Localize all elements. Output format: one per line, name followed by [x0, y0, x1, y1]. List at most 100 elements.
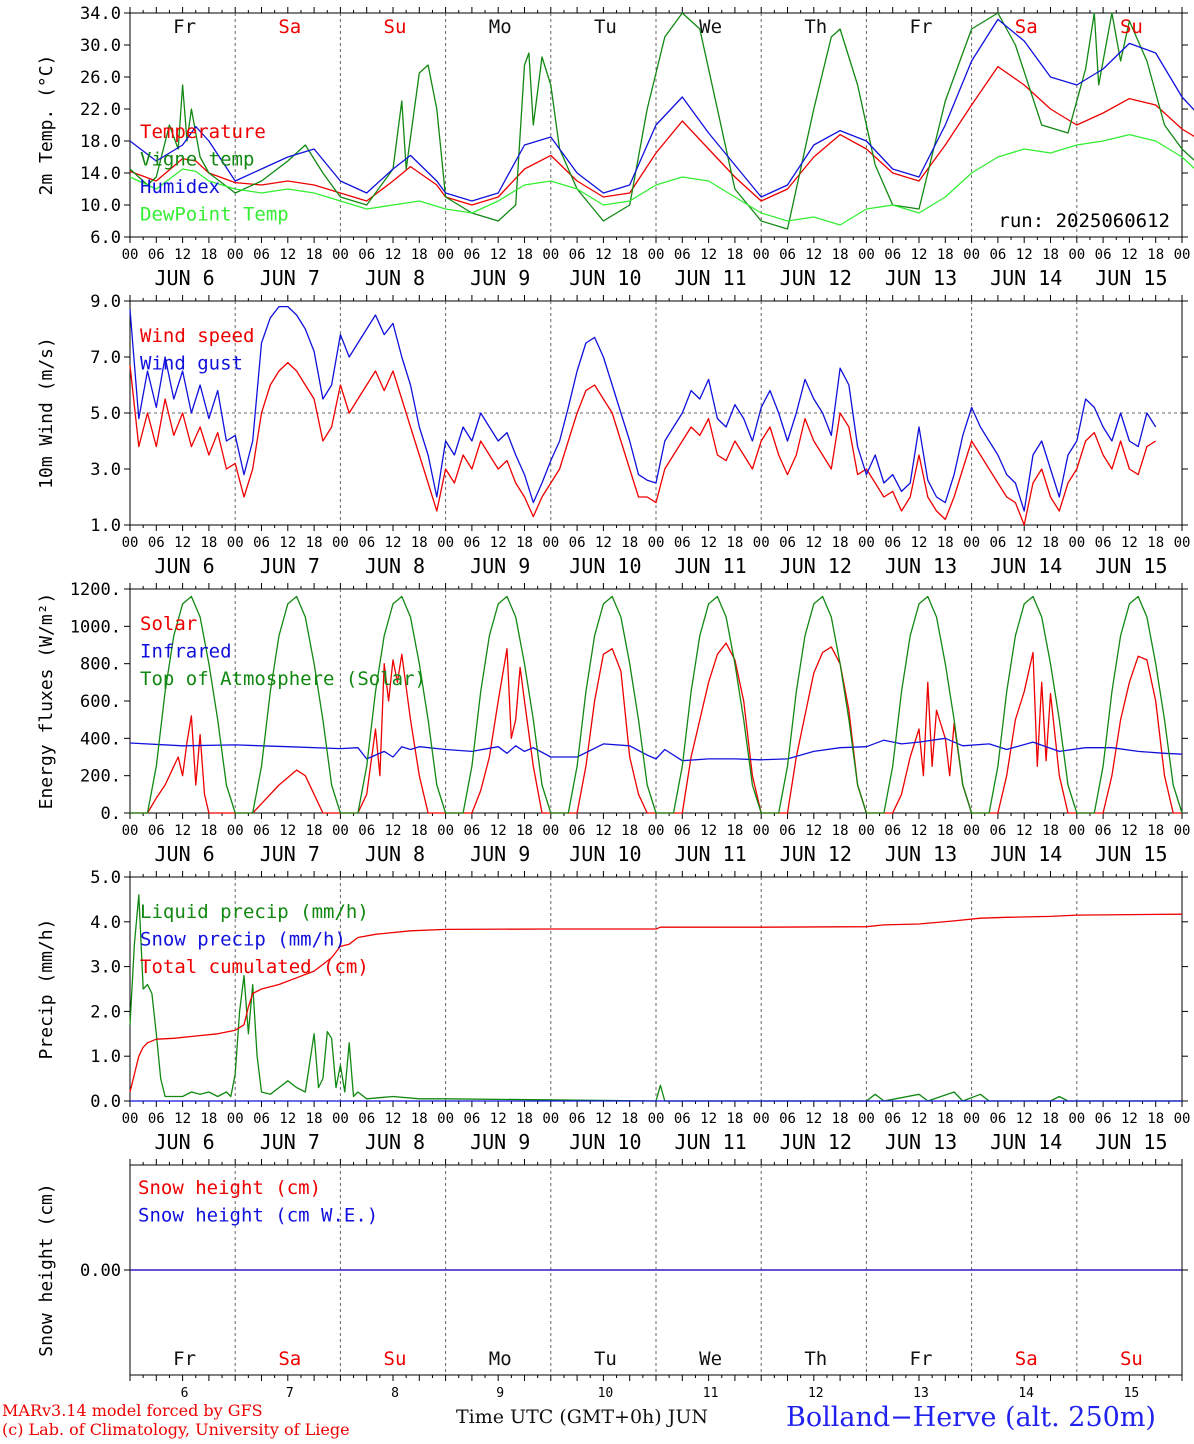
hour-tick-label: 00: [963, 535, 980, 551]
legend-entry: Total cumulated (cm): [140, 956, 369, 978]
hour-tick-label: 00: [1174, 535, 1191, 551]
hour-tick-label: 06: [884, 1111, 901, 1127]
date-label: JUN 10: [569, 554, 641, 578]
hour-tick-label: 06: [253, 1111, 270, 1127]
hour-tick-label: 12: [911, 535, 928, 551]
hour-tick-label: 00: [753, 247, 770, 263]
hour-tick-label: 18: [516, 247, 533, 263]
hour-tick-label: 06: [253, 535, 270, 551]
hour-tick-label: 06: [779, 1111, 796, 1127]
hour-tick-label: 18: [726, 535, 743, 551]
day-label: Sa: [1015, 16, 1038, 38]
series-line-infrared: [129, 737, 1183, 762]
hour-tick-label: 12: [385, 247, 402, 263]
hour-tick-label: 00: [648, 247, 665, 263]
y-tick-label: 22.0: [80, 100, 121, 120]
y-tick-label: 18.0: [80, 132, 121, 152]
hour-tick-label: 00: [648, 1111, 665, 1127]
hour-tick-label: 00: [1068, 1111, 1085, 1127]
date-label: JUN 7: [260, 1130, 320, 1154]
hour-tick-label: 12: [1016, 823, 1033, 839]
run-label: run: 2025060612: [998, 210, 1170, 232]
hour-tick-label: 00: [858, 1111, 875, 1127]
hour-tick-label: 18: [200, 1111, 217, 1127]
hour-tick-label: 00: [542, 823, 559, 839]
hour-tick-label: 00: [332, 535, 349, 551]
hour-tick-label: 00: [858, 535, 875, 551]
hour-tick-label: 06: [358, 1111, 375, 1127]
y-tick-label: 3.0: [90, 958, 121, 978]
hour-tick-label: 18: [937, 247, 954, 263]
hour-tick-label: 18: [1147, 247, 1164, 263]
hour-tick-label: 18: [832, 1111, 849, 1127]
hour-tick-label: 18: [832, 823, 849, 839]
date-label: JUN 12: [780, 842, 852, 866]
hour-tick-label: 06: [253, 823, 270, 839]
y-tick-label: 0.: [101, 804, 121, 824]
y-axis-title: Precip (mm/h): [36, 919, 57, 1060]
day-label: Th: [804, 1348, 827, 1370]
hour-tick-label: 06: [148, 247, 165, 263]
hour-tick-label: 00: [437, 247, 454, 263]
legend-entry: Top of Atmosphere (Solar): [140, 668, 426, 690]
date-number-label: 14: [1018, 1386, 1034, 1401]
hour-tick-label: 18: [516, 1111, 533, 1127]
y-tick-label: 5.0: [90, 404, 121, 424]
y-tick-label: 0.00: [80, 1261, 121, 1281]
date-number-label: 6: [181, 1386, 189, 1401]
hour-tick-label: 06: [358, 535, 375, 551]
day-label: Fr: [173, 1348, 196, 1370]
date-label: JUN 7: [260, 266, 320, 290]
credits-line-1: MARv3.14 model forced by GFS: [2, 1401, 263, 1420]
hour-tick-label: 18: [306, 1111, 323, 1127]
hour-tick-label: 12: [279, 535, 296, 551]
y-tick-label: 200.: [80, 767, 121, 787]
hour-tick-label: 00: [122, 535, 139, 551]
hour-tick-label: 06: [569, 535, 586, 551]
legend-entry: Vigne temp: [140, 149, 254, 171]
date-number-label: 12: [808, 1386, 824, 1401]
hour-tick-label: 06: [569, 823, 586, 839]
y-tick-label: 4.0: [90, 913, 121, 933]
hour-tick-label: 18: [200, 247, 217, 263]
y-tick-label: 14.0: [80, 164, 121, 184]
day-label: Sa: [1015, 1348, 1038, 1370]
hour-tick-label: 00: [437, 1111, 454, 1127]
date-label: JUN 11: [674, 1130, 746, 1154]
hour-tick-label: 18: [516, 823, 533, 839]
hour-tick-label: 18: [621, 1111, 638, 1127]
day-label: We: [699, 1348, 722, 1370]
day-label: Fr: [173, 16, 196, 38]
hour-tick-label: 12: [911, 823, 928, 839]
date-label: JUN 13: [885, 554, 957, 578]
day-label: Sa: [278, 16, 301, 38]
series-line-humidex: [129, 18, 1194, 202]
day-label: Su: [384, 16, 407, 38]
hour-tick-label: 12: [385, 1111, 402, 1127]
legend-entry: DewPoint Temp: [140, 204, 289, 226]
hour-tick-label: 18: [937, 535, 954, 551]
date-label: JUN 9: [470, 554, 530, 578]
hour-tick-label: 06: [148, 823, 165, 839]
y-tick-label: 400.: [80, 729, 121, 749]
hour-tick-label: 12: [595, 247, 612, 263]
hour-tick-label: 06: [674, 247, 691, 263]
hour-tick-label: 12: [595, 823, 612, 839]
day-label: Mo: [489, 16, 512, 38]
y-tick-label: 7.0: [90, 348, 121, 368]
hour-tick-label: 06: [148, 1111, 165, 1127]
series-line-total-cumulated-cm-: [129, 913, 1183, 1093]
hour-tick-label: 12: [700, 535, 717, 551]
panel-3: 0. 200. 400. 600. 800. 1000. 1200. Energy fluxe…: [36, 580, 1190, 866]
hour-tick-label: 00: [542, 535, 559, 551]
hour-tick-label: 00: [332, 1111, 349, 1127]
hour-tick-label: 12: [595, 535, 612, 551]
hour-tick-label: 12: [700, 1111, 717, 1127]
hour-tick-label: 06: [1095, 247, 1112, 263]
hour-tick-label: 12: [174, 535, 191, 551]
y-axis-title: Snow height (cm): [36, 1183, 57, 1356]
series-line-vigne-temp: [129, 12, 1194, 230]
legend-entry: Wind gust: [140, 353, 243, 375]
hour-tick-label: 18: [937, 823, 954, 839]
